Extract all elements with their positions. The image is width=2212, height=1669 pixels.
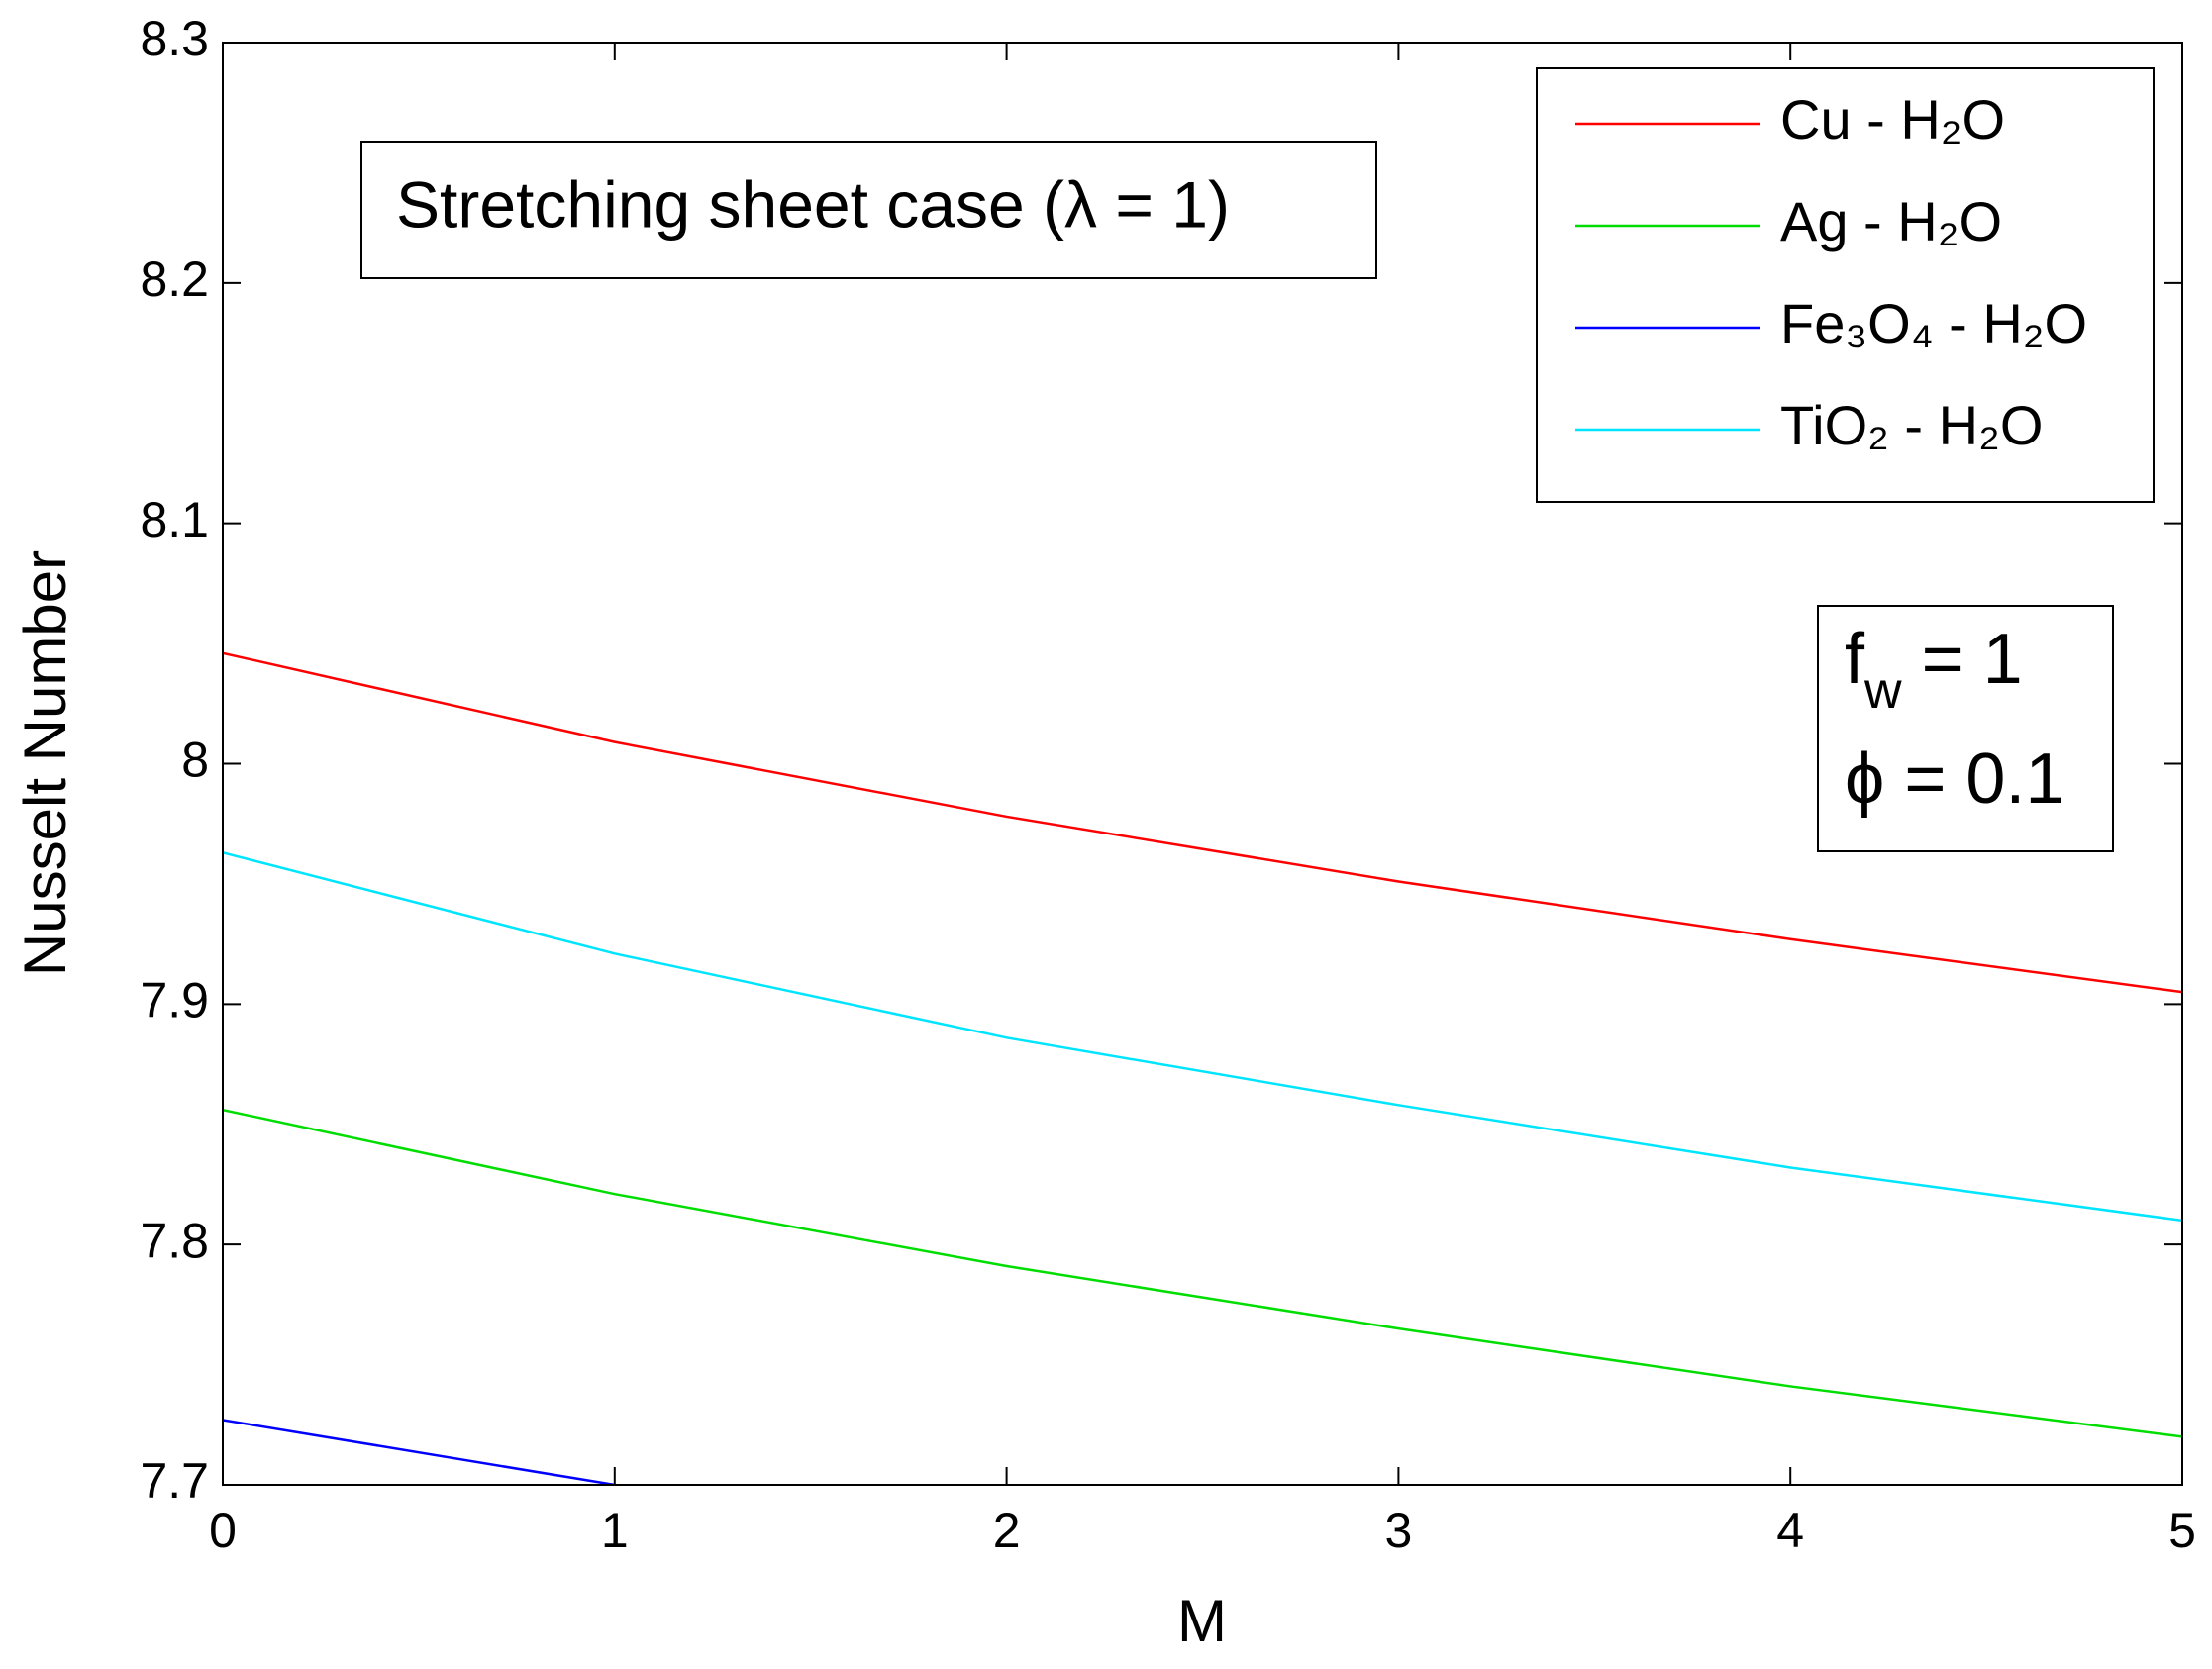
y-axis-label: Nusselt Number bbox=[12, 550, 78, 976]
parameter: ϕ = 0.1 bbox=[1845, 739, 2064, 819]
legend-label: Cu - H₂O bbox=[1780, 88, 2005, 150]
legend-label: TiO₂ - H₂O bbox=[1780, 394, 2043, 456]
x-tick-label: 4 bbox=[1776, 1503, 1804, 1558]
series-line bbox=[223, 1419, 616, 1485]
series-line bbox=[223, 851, 2182, 1223]
x-axis-label: M bbox=[1177, 1588, 1227, 1654]
x-tick-label: 0 bbox=[209, 1503, 237, 1558]
annotation-box bbox=[360, 141, 1377, 279]
y-tick-label: 8.2 bbox=[140, 251, 209, 307]
annotation: Stretching sheet case (λ = 1) bbox=[396, 167, 1230, 241]
y-tick-label: 7.7 bbox=[140, 1453, 209, 1509]
x-tick-label: 1 bbox=[601, 1503, 629, 1558]
parameter-subscript: w bbox=[1863, 662, 1902, 720]
x-tick-label: 3 bbox=[1384, 1503, 1412, 1558]
y-tick-label: 7.9 bbox=[140, 973, 209, 1029]
y-tick-label: 7.8 bbox=[140, 1213, 209, 1268]
series-line bbox=[223, 651, 2182, 994]
legend-label: Ag - H₂O bbox=[1780, 190, 2002, 252]
x-tick-label: 2 bbox=[993, 1503, 1021, 1558]
parameter: fw = 1 bbox=[1845, 620, 2023, 720]
parameter-base: f bbox=[1845, 620, 1865, 699]
parameter-value: = 1 bbox=[1902, 620, 2023, 699]
parameter-box bbox=[1817, 605, 2114, 852]
x-tick-label: 5 bbox=[2168, 1503, 2196, 1558]
legend-label: Fe₃O₄ - H₂O bbox=[1780, 292, 2087, 354]
y-tick-label: 8.3 bbox=[140, 11, 209, 66]
series-line bbox=[223, 1108, 2182, 1438]
y-tick-label: 8 bbox=[181, 733, 209, 788]
y-tick-label: 8.1 bbox=[140, 492, 209, 547]
plot-lines bbox=[223, 651, 2182, 1485]
